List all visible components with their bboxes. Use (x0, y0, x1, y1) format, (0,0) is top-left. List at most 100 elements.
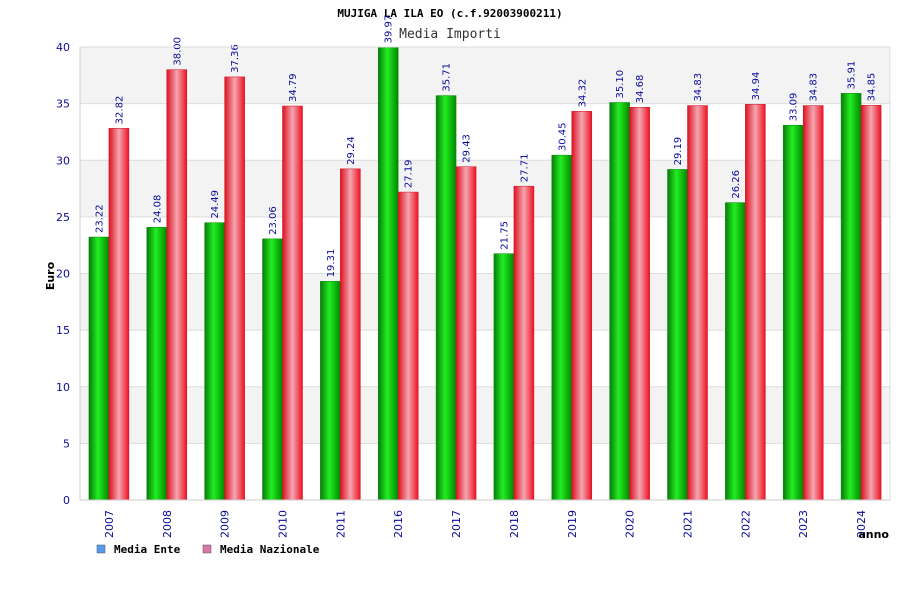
x-tick-label: 2017 (450, 510, 463, 538)
plot-band (80, 47, 890, 104)
legend-swatch (96, 544, 106, 554)
chart-title: MUJIGA LA ILA EO (c.f.92003900211) (337, 7, 562, 20)
bar-media-ente-2009 (204, 222, 225, 501)
x-tick-label: 2007 (103, 510, 116, 538)
value-label: 33.09 (789, 93, 800, 122)
bar-media-nazionale-2022 (745, 104, 766, 501)
value-label: 29.43 (462, 134, 473, 163)
plot-band (80, 443, 890, 500)
x-tick-label: 2011 (334, 510, 347, 538)
x-tick-label: 2008 (161, 510, 174, 538)
plot-band (80, 386, 890, 444)
plot-band (80, 216, 890, 274)
x-tick-label: 2020 (624, 510, 637, 538)
plot-band (80, 330, 890, 387)
value-label: 34.32 (577, 79, 588, 108)
value-label: 24.08 (152, 195, 163, 224)
y-tick-labels: 0 5 10 15 20 25 30 35 40 (56, 41, 70, 507)
bar-media-ente-2023 (782, 125, 804, 501)
x-tick-label: 2010 (277, 510, 290, 538)
plot-band (80, 160, 890, 217)
bar-media-ente-2008 (146, 227, 168, 501)
value-label: 29.24 (346, 136, 357, 165)
legend-label: Media Ente (114, 543, 181, 556)
x-axis-label: anno (858, 528, 889, 541)
value-label: 34.85 (867, 73, 878, 102)
value-label: 21.75 (499, 221, 510, 250)
value-label: 35.10 (615, 70, 626, 99)
bar-media-ente-2018 (493, 253, 515, 501)
value-labels: 23.22 32.82 24.08 38.00 24.49 37.36 23.06 34.79… (94, 15, 877, 278)
y-tick-label: 40 (56, 41, 70, 54)
value-label: 29.19 (673, 137, 684, 166)
bar-media-nazionale-2010 (282, 105, 303, 501)
value-label: 26.26 (731, 170, 742, 199)
x-tick-label: 2021 (682, 510, 695, 538)
bar-media-nazionale-2007 (108, 128, 130, 501)
y-tick-label: 20 (56, 268, 70, 281)
bar-media-nazionale-2024 (860, 105, 882, 501)
legend-swatch (202, 544, 212, 554)
bar-media-ente-2011 (320, 281, 341, 501)
bar-media-ente-2016 (377, 47, 399, 501)
bar-media-ente-2020 (609, 102, 630, 501)
value-label: 34.68 (635, 75, 646, 104)
x-tick-label: 2016 (392, 510, 405, 538)
value-label: 39.97 (384, 15, 395, 44)
x-tick-label: 2019 (566, 510, 579, 538)
bar-media-ente-2024 (840, 93, 862, 501)
y-tick-label: 0 (63, 494, 70, 507)
y-tick-label: 25 (56, 211, 70, 224)
value-label: 27.19 (404, 159, 415, 188)
value-label: 34.94 (751, 72, 762, 101)
bar-media-nazionale-2017 (455, 166, 477, 501)
x-tick-label: 2022 (739, 510, 752, 538)
bar-media-nazionale-2016 (397, 191, 419, 501)
y-tick-label: 15 (56, 324, 70, 337)
bar-media-nazionale-2018 (513, 185, 535, 501)
bar-media-nazionale-2019 (571, 111, 593, 501)
y-tick-label: 35 (56, 98, 70, 111)
value-label: 23.22 (94, 204, 105, 233)
chart-subtitle: Media Importi (399, 27, 501, 42)
value-label: 32.82 (114, 96, 125, 125)
x-tick-label: 2024 (855, 510, 868, 538)
value-label: 37.36 (230, 44, 241, 73)
bars (88, 47, 882, 501)
bar-media-nazionale-2021 (687, 105, 708, 501)
value-label: 24.49 (210, 190, 221, 219)
plot-band (80, 273, 890, 331)
bar-media-ente-2017 (435, 95, 457, 501)
bar-media-nazionale-2023 (802, 105, 824, 501)
bar-media-ente-2007 (88, 236, 110, 501)
value-label: 34.79 (288, 73, 299, 102)
legend: Media Ente Media Nazionale (96, 543, 320, 556)
y-tick-label: 10 (56, 381, 70, 394)
value-label: 19.31 (326, 249, 337, 278)
x-tick-label: 2009 (219, 510, 232, 538)
x-tick-label: 2018 (508, 510, 521, 538)
y-axis-label: Euro (44, 261, 57, 290)
bar-media-nazionale-2008 (166, 69, 188, 501)
x-tick-labels: 2007 2008 2009 2010 2011 2016 2017 2018 2019 2020… (103, 510, 868, 538)
axes (79, 46, 891, 501)
value-label: 27.71 (519, 154, 530, 183)
value-label: 23.06 (268, 206, 279, 235)
bar-media-ente-2010 (262, 238, 283, 501)
value-label: 35.91 (847, 61, 858, 90)
bar-media-nazionale-2009 (224, 76, 245, 501)
bar-media-ente-2022 (725, 202, 746, 501)
x-tick-label: 2023 (797, 510, 810, 538)
bar-media-nazionale-2011 (340, 168, 361, 501)
value-label: 38.00 (172, 37, 183, 66)
value-label: 35.71 (442, 63, 453, 92)
bar-media-nazionale-2020 (629, 106, 650, 501)
plot-band (80, 103, 890, 161)
value-label: 34.83 (809, 73, 820, 102)
bar-media-ente-2019 (551, 154, 573, 501)
value-label: 30.45 (557, 123, 568, 152)
y-tick-label: 5 (63, 437, 70, 450)
bar-media-ente-2021 (667, 169, 688, 501)
y-tick-label: 30 (56, 154, 70, 167)
